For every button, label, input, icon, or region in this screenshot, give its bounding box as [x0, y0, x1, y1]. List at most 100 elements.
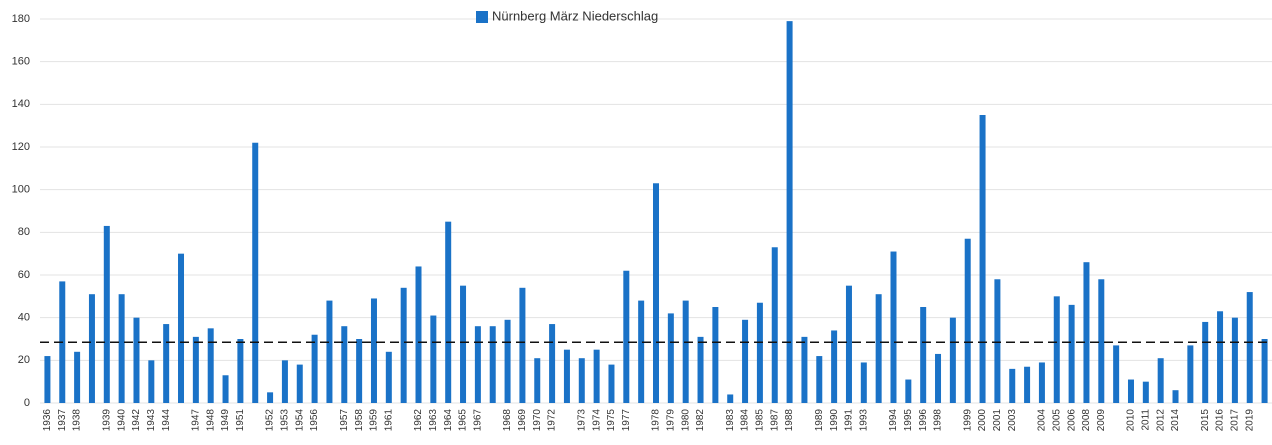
- bar: [920, 307, 927, 403]
- bar: [1098, 279, 1105, 403]
- x-tick-label: 1984: [740, 409, 751, 432]
- x-tick-label: 2014: [1170, 409, 1181, 432]
- bar: [771, 247, 778, 403]
- x-tick-label: 2004: [1037, 409, 1048, 432]
- bar: [1038, 362, 1045, 403]
- x-tick-label: 2016: [1215, 409, 1226, 432]
- bar: [281, 360, 288, 403]
- bar: [593, 349, 600, 403]
- bar: [1217, 311, 1224, 403]
- x-tick-label: 1958: [354, 409, 365, 432]
- x-tick-label: 1949: [220, 409, 231, 432]
- bar: [504, 319, 511, 403]
- y-tick-label: 140: [12, 98, 30, 110]
- bar: [415, 266, 422, 403]
- bar: [875, 294, 882, 403]
- bar: [1024, 366, 1031, 403]
- bar: [949, 317, 956, 403]
- bar: [252, 142, 259, 403]
- x-tick-label: 1961: [383, 409, 394, 432]
- x-tick-label: 1944: [161, 409, 172, 432]
- y-tick-label: 20: [18, 354, 30, 366]
- x-tick-label: 1947: [190, 409, 201, 432]
- bar: [103, 225, 110, 403]
- bar: [1187, 345, 1194, 403]
- bar: [237, 339, 244, 403]
- x-tick-label: 1993: [858, 409, 869, 432]
- bar: [133, 317, 140, 403]
- bar: [163, 324, 170, 403]
- bar: [1113, 345, 1120, 403]
- x-tick-label: 1942: [131, 409, 142, 432]
- x-tick-label: 1995: [903, 409, 914, 432]
- bar: [118, 294, 125, 403]
- x-tick-label: 1959: [369, 409, 380, 432]
- bar: [1157, 358, 1164, 403]
- bar: [460, 285, 467, 403]
- bar: [148, 360, 155, 403]
- bar: [445, 221, 452, 403]
- bar: [727, 394, 734, 403]
- x-tick-label: 1974: [591, 409, 602, 432]
- x-tick-label: 1977: [621, 409, 632, 432]
- bar: [192, 336, 199, 403]
- bar: [667, 313, 674, 403]
- bar: [964, 238, 971, 403]
- bar: [1083, 262, 1090, 403]
- bar: [608, 364, 615, 403]
- x-tick-label: 2017: [1230, 409, 1241, 432]
- x-tick-label: 1939: [101, 409, 112, 432]
- bar: [1142, 381, 1149, 403]
- x-tick-label: 1980: [680, 409, 691, 432]
- x-tick-label: 1969: [517, 409, 528, 432]
- bar: [1202, 321, 1209, 403]
- x-tick-label: 1989: [814, 409, 825, 432]
- bar: [267, 392, 274, 403]
- x-tick-label: 2005: [1051, 409, 1062, 432]
- bar: [519, 287, 526, 403]
- y-tick-label: 120: [12, 141, 30, 153]
- bar: [801, 336, 808, 403]
- x-tick-label: 2006: [1066, 409, 1077, 432]
- bar: [296, 364, 303, 403]
- bar: [326, 300, 333, 403]
- bar: [638, 300, 645, 403]
- x-tick-label: 2009: [1096, 409, 1107, 432]
- bar: [979, 115, 986, 403]
- y-tick-label: 160: [12, 56, 30, 68]
- x-tick-label: 2019: [1244, 409, 1255, 432]
- x-tick-label: 1973: [576, 409, 587, 432]
- bar: [1246, 292, 1253, 403]
- x-tick-label: 2015: [1200, 409, 1211, 432]
- y-tick-label: 40: [18, 312, 30, 324]
- bar: [1009, 368, 1016, 403]
- bar: [623, 270, 630, 403]
- y-tick-label: 60: [18, 269, 30, 281]
- x-tick-label: 1999: [962, 409, 973, 432]
- y-tick-label: 100: [12, 184, 30, 196]
- bar: [88, 294, 95, 403]
- x-tick-label: 2001: [992, 409, 1003, 432]
- x-tick-label: 2010: [1126, 409, 1137, 432]
- x-tick-label: 1951: [235, 409, 246, 432]
- bar: [74, 351, 81, 403]
- bar: [207, 328, 214, 403]
- x-tick-label: 1968: [502, 409, 513, 432]
- bar: [890, 251, 897, 403]
- x-tick-label: 1964: [443, 409, 454, 432]
- x-tick-label: 1978: [651, 409, 662, 432]
- x-tick-label: 1957: [339, 409, 350, 432]
- x-tick-label: 1965: [458, 409, 469, 432]
- x-tick-label: 1979: [665, 409, 676, 432]
- x-tick-label: 1970: [532, 409, 543, 432]
- x-tick-label: 1991: [844, 409, 855, 432]
- bar: [697, 336, 704, 403]
- bar: [786, 21, 793, 404]
- bar: [385, 351, 392, 403]
- x-tick-label: 1954: [294, 409, 305, 432]
- bar: [1172, 390, 1179, 403]
- x-tick-label: 1983: [725, 409, 736, 432]
- x-tick-label: 1962: [413, 409, 424, 432]
- bar: [712, 307, 719, 403]
